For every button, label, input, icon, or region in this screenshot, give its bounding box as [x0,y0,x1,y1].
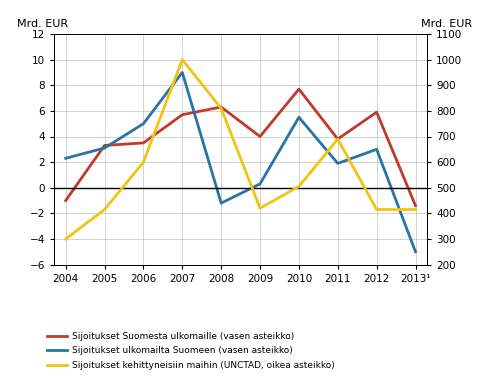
Y-axis label: Mrd. EUR: Mrd. EUR [17,19,68,29]
Legend: Sijoitukset Suomesta ulkomaille (vasen asteikko), Sijoitukset ulkomailta Suomeen: Sijoitukset Suomesta ulkomaille (vasen a… [44,328,338,373]
Y-axis label: Mrd. EUR: Mrd. EUR [421,19,472,29]
